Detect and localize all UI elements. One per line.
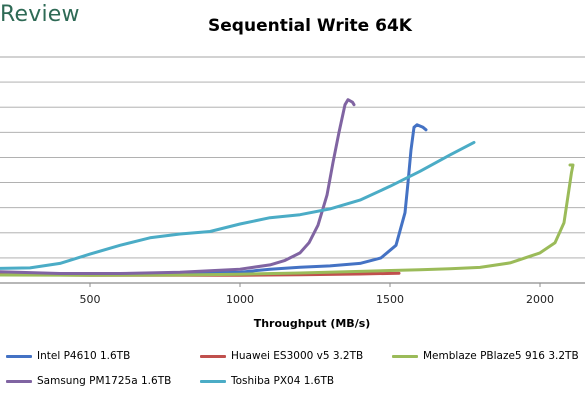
legend-item: Huawei ES3000 v5 3.2TB bbox=[200, 348, 363, 364]
legend-swatch bbox=[392, 354, 418, 358]
legend-item: Memblaze PBlaze5 916 3.2TB bbox=[392, 348, 579, 364]
legend-swatch bbox=[200, 379, 226, 383]
legend-item: Toshiba PX04 1.6TB bbox=[200, 373, 334, 389]
legend-item: Intel P4610 1.6TB bbox=[6, 348, 130, 364]
chart-series bbox=[0, 98, 575, 277]
legend-swatch bbox=[200, 354, 226, 358]
legend-label: Intel P4610 1.6TB bbox=[37, 350, 131, 362]
x-tick-label: 2000 bbox=[526, 293, 554, 306]
legend-label: Memblaze PBlaze5 916 3.2TB bbox=[423, 350, 579, 362]
legend-label: Samsung PM1725a 1.6TB bbox=[37, 375, 172, 387]
chart-gridlines bbox=[0, 56, 585, 284]
legend-label: Toshiba PX04 1.6TB bbox=[231, 375, 335, 387]
x-axis-label: Throughput (MB/s) bbox=[254, 317, 371, 330]
x-tick-label: 1000 bbox=[226, 293, 254, 306]
x-tick-label: 1500 bbox=[376, 293, 404, 306]
x-axis-ticks: 500 1000 1500 2000 bbox=[80, 283, 554, 306]
series-line bbox=[0, 98, 356, 275]
brand-logo-text: Review bbox=[0, 2, 80, 27]
legend-swatch bbox=[6, 379, 32, 383]
legend-swatch bbox=[6, 354, 32, 358]
series-line bbox=[0, 163, 575, 277]
chart-legend: Intel P4610 1.6TB Huawei ES3000 v5 3.2TB M… bbox=[0, 343, 585, 401]
legend-item: Samsung PM1725a 1.6TB bbox=[6, 373, 171, 389]
line-chart: 500 1000 1500 2000 Throughput (MB/s) bbox=[0, 56, 585, 330]
legend-label: Huawei ES3000 v5 3.2TB bbox=[231, 350, 364, 362]
chart-title: Sequential Write 64K bbox=[208, 16, 412, 36]
x-tick-label: 500 bbox=[80, 293, 101, 306]
series-line bbox=[0, 140, 476, 270]
